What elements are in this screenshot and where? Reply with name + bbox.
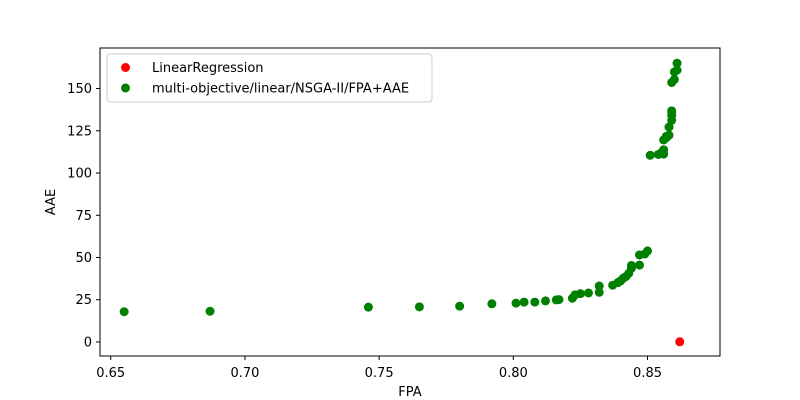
data-point-series-1-11 [554, 295, 564, 305]
data-point-series-1-7 [519, 297, 529, 307]
data-point-series-1-48 [672, 58, 682, 68]
data-point-series-1-30 [645, 150, 655, 160]
legend-marker-linear-regression [121, 63, 130, 72]
x-tick-label: 0.75 [365, 366, 394, 381]
y-tick-label: 25 [75, 293, 92, 308]
y-tick-label: 50 [75, 251, 92, 266]
legend-box [106, 53, 433, 103]
y-tick-label: 150 [67, 82, 92, 97]
data-point-series-1-1 [205, 306, 215, 316]
data-point-series-1-25 [626, 260, 636, 270]
data-point-series-1-2 [363, 302, 373, 312]
data-point-series-1-15 [583, 288, 593, 298]
data-point-series-1-3 [414, 302, 424, 312]
data-point-series-1-9 [541, 296, 551, 306]
data-point-series-1-16 [594, 287, 604, 297]
x-tick-label: 0.85 [633, 366, 662, 381]
data-points [119, 58, 685, 347]
data-point-series-1-34 [659, 145, 669, 155]
y-tick-label: 100 [67, 167, 92, 182]
x-tick-label: 0.70 [230, 366, 259, 381]
data-point-series-1-39 [664, 122, 674, 132]
data-point-series-1-8 [530, 297, 540, 307]
data-point-series-1-6 [511, 298, 521, 308]
legend-label-nsga: multi-objective/linear/NSGA-II/FPA+AAE [152, 82, 409, 97]
data-point-series-1-4 [455, 301, 465, 311]
data-point-series-1-14 [575, 289, 585, 299]
legend-label-linear-regression: LinearRegression [152, 61, 264, 76]
data-point-series-1-0 [119, 307, 129, 317]
plot-area [99, 47, 721, 357]
y-tick-label: 0 [84, 335, 92, 350]
data-point-series-1-29 [643, 246, 653, 256]
y-tick-label: 75 [75, 209, 92, 224]
data-point-series-1-17 [594, 281, 604, 291]
data-point-series-1-45 [669, 74, 679, 84]
data-point-series-1-26 [634, 260, 644, 270]
y-axis-ticks: 0 25 50 75 100 125 150 [67, 82, 100, 350]
legend-marker-nsga [121, 83, 130, 93]
x-axis-label: FPA [398, 385, 421, 400]
data-point-series-1-38 [664, 130, 674, 140]
data-point-series-1-47 [672, 65, 682, 75]
x-axis-ticks: 0.65 0.70 0.75 0.80 0.85 [96, 356, 662, 381]
y-tick-label: 125 [67, 124, 92, 139]
data-point-series-0-0 [675, 337, 685, 347]
data-point-series-1-5 [487, 299, 497, 309]
x-tick-label: 0.80 [499, 366, 528, 381]
y-axis-label: AAE [44, 189, 59, 215]
data-point-series-1-43 [667, 106, 677, 116]
legend: LinearRegression multi-objective/linear/… [106, 53, 433, 103]
x-tick-label: 0.65 [96, 366, 125, 381]
